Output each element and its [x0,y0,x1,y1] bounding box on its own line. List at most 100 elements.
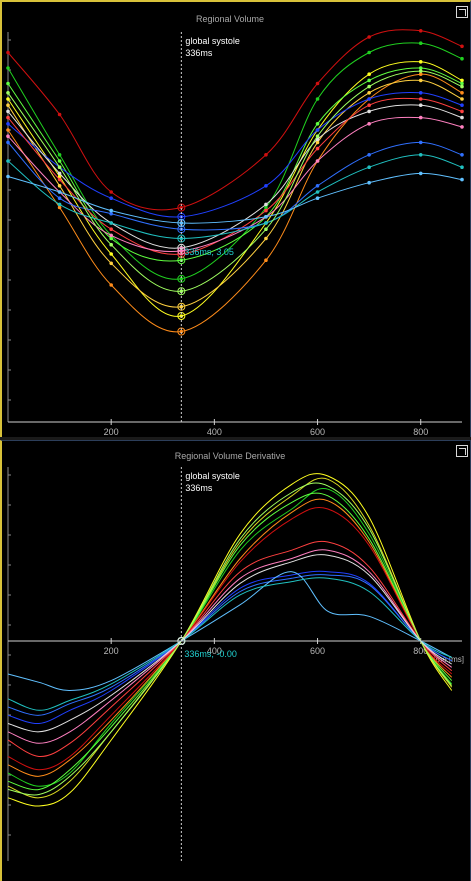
data-point [179,221,184,225]
data-point [315,128,320,132]
data-point [109,221,113,225]
data-point [367,50,371,55]
marker-value: 336ms [185,483,213,493]
data-point [109,233,113,238]
marker-label: global systole [185,471,240,481]
data-point [179,289,184,294]
data-point [460,153,464,157]
data-point [57,165,62,169]
data-point [57,177,62,182]
series-4 [7,498,453,777]
data-point [6,91,10,95]
data-point [57,159,62,163]
data-point [418,97,423,101]
series-line [7,482,453,796]
data-point [315,184,320,188]
data-point [6,109,10,114]
data-point [418,171,423,176]
maximize-icon[interactable] [456,445,468,457]
series-line [7,506,453,771]
data-point [109,196,113,200]
data-point [418,115,423,120]
series-2 [7,487,453,787]
x-axis-label: time [ms] [432,655,464,664]
series-line [7,91,463,218]
data-point [264,153,268,157]
data-point [367,35,371,39]
data-point [109,208,113,213]
data-point [109,227,113,231]
series-line [7,477,453,799]
series-5 [6,78,464,311]
series-line [7,570,452,725]
data-point [179,249,184,253]
data-point [367,84,371,89]
data-point [418,153,423,157]
data-point [315,81,320,86]
data-point [460,115,464,120]
series-line [7,554,452,733]
data-point [315,146,320,151]
data-point [460,56,464,61]
data-point [109,261,113,266]
data-point [57,205,62,210]
data-point [367,153,371,157]
data-point [418,69,423,73]
data-point [367,72,371,76]
series-line [7,29,463,211]
data-point [315,159,320,163]
series-line [7,61,463,317]
series-9 [6,115,464,255]
series-0 [6,29,464,212]
data-point [57,190,62,194]
series-line [7,104,463,249]
regional-volume-chart: Regional Volume200400600800time [ms]glob… [6,14,464,438]
x-tick-label: 200 [104,427,119,437]
series-line [7,549,453,744]
data-point [264,236,268,241]
x-tick-label: 800 [413,427,428,437]
data-point [57,174,62,179]
data-point [109,242,113,247]
data-point [460,109,464,114]
series-3 [6,66,464,265]
data-point [6,97,10,101]
series-10 [7,571,452,692]
data-point [6,50,10,55]
panel-divider [0,437,471,441]
series-5 [7,506,453,771]
x-tick-label: 600 [310,646,325,656]
series-13 [7,554,452,733]
series-13 [6,69,464,296]
x-tick-label: 600 [310,427,325,437]
data-point [264,202,268,207]
x-tick-label: 200 [104,646,119,656]
data-point [460,97,464,101]
data-point [367,122,371,126]
maximize-icon[interactable] [456,6,468,18]
systole-point [177,246,186,255]
series-line [7,540,453,758]
data-point [109,211,113,216]
data-point [367,91,371,95]
data-point [315,190,320,194]
chart-title: Regional Volume [196,14,264,24]
data-point [460,165,464,169]
data-point [179,329,184,334]
data-point [460,103,464,107]
data-point [109,190,113,194]
systole-point [177,274,186,283]
data-point [315,122,320,126]
data-point [264,258,268,263]
series-4 [6,72,464,336]
series-7 [7,549,453,744]
data-point [57,202,62,207]
data-point [418,78,423,83]
cursor-readout: 336ms, -0.00 [184,649,237,659]
systole-point [177,287,186,296]
data-point [6,174,10,179]
data-point [460,84,464,89]
data-point [367,165,371,169]
series-line [7,70,463,292]
data-point [367,180,371,185]
